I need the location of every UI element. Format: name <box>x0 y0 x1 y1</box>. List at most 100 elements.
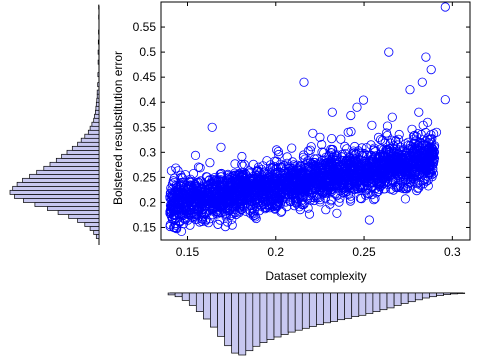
x-histogram-bar <box>358 292 367 316</box>
y-histogram-bar <box>36 169 100 175</box>
scatter-point <box>336 134 346 144</box>
scatter-point <box>395 155 406 165</box>
scatter-point <box>229 192 239 203</box>
scatter-point <box>190 150 201 160</box>
scatter-point <box>361 143 372 153</box>
y-histogram-bar <box>57 210 100 215</box>
x-tick-label: 0.25 <box>352 245 376 259</box>
scatter-point <box>365 169 375 179</box>
x-histogram-bar <box>365 292 374 314</box>
scatter-point <box>394 166 405 176</box>
scatter-point <box>290 165 300 176</box>
scatter-point-outlier <box>207 122 217 132</box>
scatter-point <box>273 147 283 157</box>
y-histogram-bar <box>96 89 100 95</box>
scatter-axes-box <box>160 1 471 241</box>
scatter-point <box>328 165 338 175</box>
scatter-point <box>422 171 433 181</box>
x-histogram-bar <box>273 292 282 338</box>
scatter-point <box>366 140 376 150</box>
x-histogram-bar <box>372 292 381 312</box>
scatter-point <box>234 178 244 189</box>
scatter-point <box>343 181 354 191</box>
scatter-point <box>357 148 367 158</box>
x-histogram-bar <box>400 292 409 304</box>
x-histogram-bar <box>429 292 437 298</box>
scatter-point <box>288 164 298 174</box>
scatter-point <box>256 201 266 211</box>
scatter-point <box>415 157 426 167</box>
scatter-point <box>331 171 341 181</box>
scatter-point-outlier <box>440 2 450 12</box>
scatter-point <box>408 173 418 183</box>
scatter-point <box>421 127 431 138</box>
scatter-point <box>165 221 175 232</box>
scatter-point <box>242 196 252 206</box>
y-histogram-bar <box>61 153 100 159</box>
scatter-point <box>381 128 392 138</box>
scatter-point <box>396 168 406 178</box>
y-histogram-bar <box>12 185 100 191</box>
scatter-point <box>230 198 240 208</box>
y-tick-label: 0.2 <box>139 195 156 209</box>
scatter-point <box>421 176 431 186</box>
scatter-point <box>167 200 177 210</box>
scatter-point <box>360 176 370 186</box>
scatter-point <box>323 162 333 172</box>
scatter-point <box>339 155 349 165</box>
scatter-point <box>223 206 233 216</box>
scatter-point <box>345 162 356 172</box>
scatter-point <box>274 149 284 160</box>
y-histogram-bar <box>80 137 100 143</box>
scatter-point <box>308 128 318 138</box>
x-histogram-bar <box>301 292 310 329</box>
y-histogram-bar <box>47 206 100 211</box>
scatter-point <box>188 169 199 179</box>
scatter-point <box>350 175 360 186</box>
scatter-point <box>268 163 278 173</box>
scatter-point <box>326 184 336 194</box>
scatter-point-outlier <box>417 77 427 87</box>
scatter-point <box>207 204 217 214</box>
scatter-point <box>251 182 261 193</box>
scatter-point <box>170 213 181 223</box>
scatter-point <box>415 137 425 148</box>
scatter-point <box>285 172 296 183</box>
scatter-point <box>379 150 389 160</box>
y-histogram-bar <box>97 72 100 78</box>
scatter-point <box>274 198 284 208</box>
scatter-point <box>375 135 386 145</box>
scatter-point <box>324 157 335 167</box>
x-histogram-bar <box>231 292 240 354</box>
scatter-point <box>176 170 186 180</box>
scatter-point <box>226 173 236 183</box>
scatter-point <box>237 151 247 162</box>
scatter-point <box>192 204 202 214</box>
y-histogram-bar <box>97 82 100 88</box>
scatter-point <box>222 217 232 227</box>
scatter-point <box>332 208 342 218</box>
scatter-point <box>309 192 319 203</box>
scatter-point <box>173 166 183 176</box>
scatter-point <box>260 182 270 192</box>
scatter-point <box>364 189 374 199</box>
scatter-point-outlier <box>364 215 374 225</box>
y-histogram-bar <box>96 97 100 103</box>
scatter-points <box>165 2 450 236</box>
y-histogram-bar <box>95 101 100 107</box>
scatter-point <box>271 145 282 155</box>
scatter-point-outlier <box>421 52 431 62</box>
scatter-point <box>248 159 258 169</box>
scatter-point <box>382 121 393 131</box>
scatter-point <box>195 217 205 227</box>
y-axis-ticks: 0.15 0.2 0.25 0.3 0.35 0.4 0.45 0.5 0.55 <box>133 20 470 234</box>
scatter-point <box>237 173 247 183</box>
scatter-point <box>220 190 230 200</box>
scatter-point <box>348 156 358 166</box>
scatter-point <box>228 208 238 218</box>
scatter-point <box>230 159 240 169</box>
scatter-point <box>409 174 419 184</box>
x-histogram-bar <box>379 292 388 311</box>
scatter-point <box>293 174 303 184</box>
